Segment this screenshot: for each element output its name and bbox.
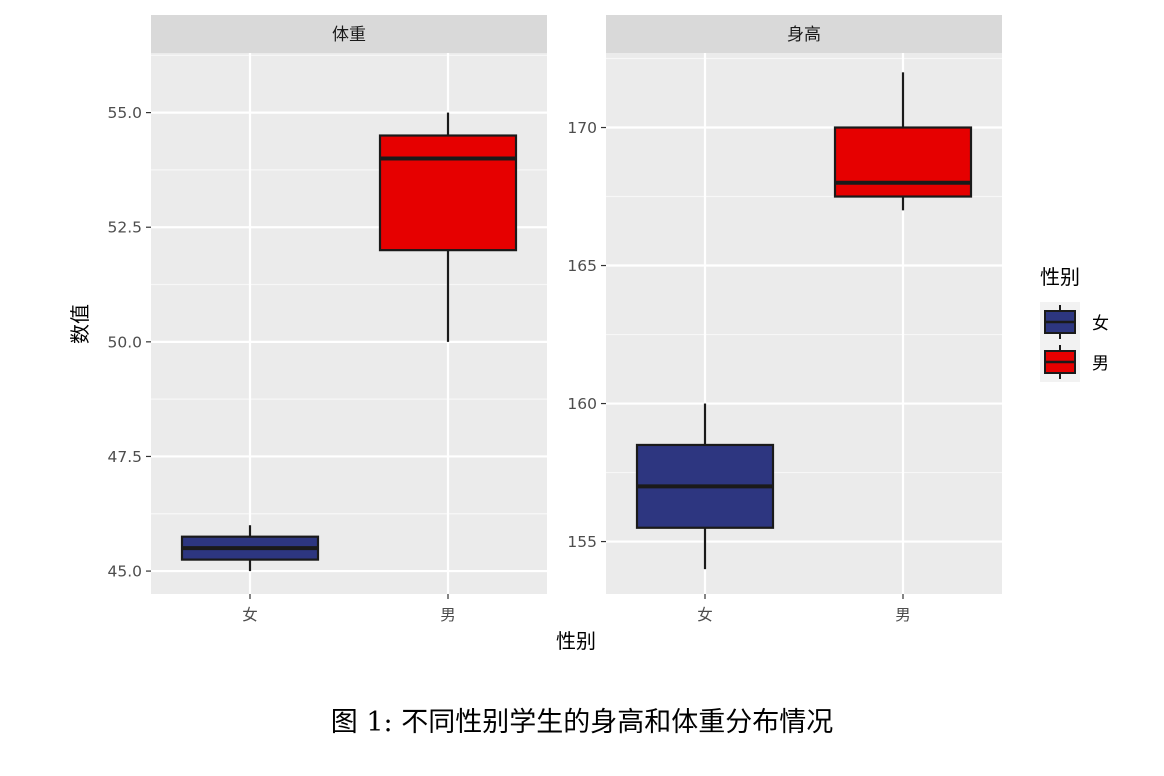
y-tick-label: 170 [567, 119, 597, 137]
box-body [833, 126, 973, 198]
box-body [378, 134, 518, 252]
facet-strip [606, 15, 1002, 53]
y-axis-title: 数值 [68, 304, 92, 344]
x-axis-title: 性别 [556, 629, 596, 653]
facets-group: 体重 45.0 47.5 50.0 52.5 55.0 女 男 身高 155 160 165 170 女 男 [107, 15, 1002, 624]
y-tick-label: 47.5 [107, 448, 142, 466]
legend-label: 女 [1092, 314, 1109, 334]
y-tick-label: 50.0 [107, 333, 142, 351]
box-1 [378, 112, 518, 342]
y-tick-label: 55.0 [107, 104, 142, 122]
x-tick-label: 女 [242, 605, 258, 624]
y-tick-label: 155 [567, 533, 597, 551]
facet-2: 身高 155 160 165 170 女 男 [567, 15, 1002, 624]
y-tick-label: 165 [567, 257, 597, 275]
facet-title: 身高 [787, 25, 821, 45]
chart: 体重45.047.550.052.555.0女 男身高155160165170女男… [68, 15, 1109, 653]
legend-key-0: 女 [1040, 302, 1109, 342]
y-tick-label: 52.5 [107, 219, 142, 237]
x-tick-label: 女 [697, 605, 713, 624]
panel-background [151, 53, 547, 594]
box-0 [635, 403, 775, 570]
legend-key-1: 男 [1040, 342, 1109, 382]
figure-caption: 图 1: 不同性别学生的身高和体重分布情况 [330, 707, 834, 738]
box-1 [833, 72, 973, 211]
x-tick-label: 男 [440, 606, 456, 624]
box-0 [180, 525, 320, 572]
facet-title: 体重 [332, 25, 366, 45]
x-tick-label: 男 [895, 606, 911, 624]
facet-1: 体重 45.0 47.5 50.0 52.5 55.0 女 男 [107, 15, 547, 624]
legend: 性别 女男 [1040, 265, 1109, 382]
legend-label: 男 [1092, 354, 1109, 374]
legend-title: 性别 [1040, 265, 1080, 289]
y-tick-label: 160 [567, 395, 597, 413]
y-tick-label: 45.0 [107, 563, 142, 581]
facet-strip [151, 15, 547, 53]
